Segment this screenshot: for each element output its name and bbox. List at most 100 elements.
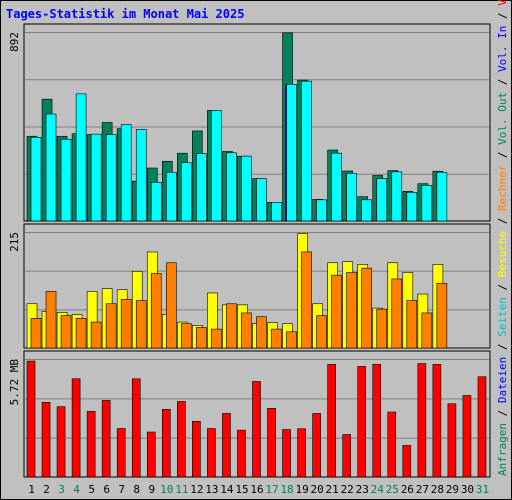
x-tick-label-day-31: 31	[476, 483, 489, 496]
x-tick-label-day-24: 24	[371, 483, 385, 496]
bar-volumen-day-23	[357, 366, 367, 478]
x-tick-label-day-25: 25	[386, 483, 399, 496]
bar-seiten-day-18	[286, 84, 297, 222]
bar-volumen-day-17	[267, 408, 276, 478]
bar-rechner-day-9	[150, 273, 162, 349]
bar-rechner-day-3	[60, 315, 72, 349]
x-tick-label-day-22: 22	[341, 483, 354, 496]
bar-seiten-day-7	[120, 124, 132, 222]
legend-separator: /	[496, 72, 509, 92]
bar-volumen-day-18	[282, 429, 291, 478]
bar-rechner-day-2	[45, 291, 57, 349]
legend-entry-dateien: Dateien	[496, 357, 509, 403]
legend-entry-vol-out: Vol. Out	[496, 92, 509, 145]
bar-volumen-day-14	[222, 413, 231, 478]
bar-volumen-day-12	[192, 421, 201, 478]
bar-seiten-day-4	[75, 93, 87, 222]
x-tick-label-day-30: 30	[461, 483, 474, 496]
bar-seiten-day-5	[90, 133, 102, 222]
bar-seiten-day-16	[256, 178, 267, 222]
bar-volumen-day-8	[131, 378, 141, 478]
x-tick-label-day-27: 27	[416, 483, 429, 496]
bar-seiten-day-23	[361, 199, 373, 222]
bar-rechner-day-28	[436, 282, 448, 349]
bar-volumen-day-28	[432, 364, 442, 478]
bar-volumen-day-9	[146, 431, 156, 478]
bar-volumen-day-30	[462, 395, 472, 478]
panel-3-ymax-label: 5.72 MB	[8, 359, 21, 406]
x-tick-label-day-19: 19	[295, 483, 308, 496]
x-tick-label-day-6: 6	[103, 483, 110, 496]
bar-rechner-day-18	[286, 331, 297, 349]
x-tick-label-day-28: 28	[431, 483, 444, 496]
bar-seiten-day-10	[165, 171, 177, 222]
x-tick-label-day-7: 7	[118, 483, 125, 496]
bar-seiten-day-19	[301, 80, 312, 222]
legend-entry-seiten: Seiten	[496, 297, 509, 337]
bar-rechner-day-26	[406, 300, 418, 349]
bar-volumen-day-11	[177, 401, 186, 478]
x-tick-label-day-9: 9	[148, 483, 155, 496]
bar-seiten-day-24	[376, 178, 388, 222]
bar-volumen-day-16	[252, 381, 261, 478]
bar-rechner-day-13	[211, 328, 222, 349]
bar-rechner-day-15	[241, 312, 252, 349]
chart-title: Tages-Statistik im Monat Mai 2025	[6, 7, 245, 21]
panel-1-ymax-label: 892	[8, 32, 21, 52]
bar-rechner-day-20	[316, 315, 327, 349]
x-tick-label-day-13: 13	[205, 483, 218, 496]
legend-separator: /	[496, 145, 509, 165]
legend-entry-vol-in: Vol. In	[496, 26, 509, 72]
legend-separator: /	[496, 211, 509, 231]
bar-seiten-day-13	[211, 110, 222, 222]
x-tick-label-day-29: 29	[446, 483, 459, 496]
bar-rechner-day-24	[376, 308, 388, 349]
x-tick-label-day-4: 4	[73, 483, 80, 496]
bar-rechner-day-27	[421, 312, 433, 349]
bar-seiten-day-28	[436, 171, 448, 222]
bar-volumen-day-2	[41, 402, 51, 478]
bar-volumen-day-4	[71, 378, 81, 478]
bar-seiten-day-21	[331, 152, 342, 222]
bar-volumen-day-21	[327, 364, 336, 478]
bar-seiten-day-8	[135, 129, 147, 222]
x-tick-label-day-15: 15	[235, 483, 248, 496]
bar-seiten-day-27	[421, 185, 433, 222]
bar-seiten-day-12	[196, 153, 207, 222]
x-tick-label-day-1: 1	[28, 483, 35, 496]
bar-volumen-day-13	[207, 428, 216, 478]
legend-entry-volumen: Volumen	[496, 0, 509, 6]
bar-seiten-day-6	[105, 134, 117, 222]
bar-seiten-day-15	[241, 155, 252, 222]
bar-volumen-day-26	[402, 445, 412, 478]
bar-volumen-day-3	[56, 406, 66, 478]
legend-separator: /	[496, 337, 509, 357]
x-tick-label-day-20: 20	[311, 483, 324, 496]
bar-seiten-day-11	[181, 162, 192, 222]
x-tick-label-day-10: 10	[160, 483, 173, 496]
x-tick-label-day-18: 18	[280, 483, 293, 496]
bar-rechner-day-17	[271, 328, 282, 349]
legend-entry-rechner: Rechner	[496, 164, 509, 211]
legend-separator: /	[496, 6, 509, 26]
bar-volumen-day-27	[417, 363, 427, 478]
bar-rechner-day-1	[30, 318, 42, 349]
x-tick-label-day-16: 16	[250, 483, 263, 496]
bar-rechner-day-11	[181, 323, 192, 349]
bar-volumen-day-1	[26, 360, 36, 478]
x-tick-label-day-14: 14	[220, 483, 234, 496]
bar-volumen-day-19	[297, 428, 306, 478]
bar-volumen-day-10	[161, 409, 171, 478]
bar-rechner-day-25	[391, 278, 403, 349]
bar-volumen-day-15	[237, 429, 246, 478]
bar-seiten-day-9	[150, 182, 162, 222]
bar-seiten-day-14	[226, 152, 237, 222]
x-tick-label-day-21: 21	[326, 483, 339, 496]
bar-volumen-day-7	[116, 428, 126, 478]
bar-volumen-day-25	[387, 411, 397, 478]
bar-rechner-day-16	[256, 316, 267, 349]
bar-seiten-day-22	[346, 173, 357, 222]
bar-rechner-day-6	[105, 303, 117, 349]
